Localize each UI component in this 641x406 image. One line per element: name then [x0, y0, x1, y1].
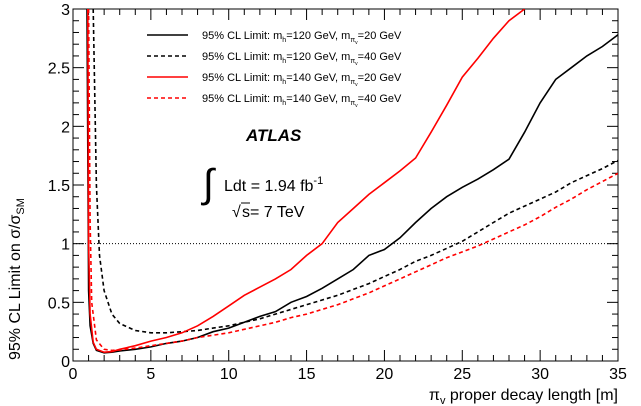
atlas-label: ATLAS [245, 126, 302, 145]
luminosity-label: Ldt = 1.94 fb-1 [224, 175, 323, 195]
legend-label-1: 95% CL Limit: mh=120 GeV, mπv=20 GeV [202, 30, 402, 46]
series-line-1 [86, 9, 618, 354]
legend-label-3: 95% CL Limit: mh=140 GeV, mπv=20 GeV [202, 72, 402, 88]
sqrt-sign: √ [232, 204, 241, 221]
legend-label-2: 95% CL Limit: mh=120 GeV, mπv=40 GeV [202, 51, 402, 67]
x-tick-label: 30 [531, 366, 549, 383]
y-tick-label: 2.5 [48, 61, 70, 78]
limit-curves [86, 9, 618, 354]
y-tick-label: 1.5 [48, 178, 70, 195]
axis-ticks [72, 8, 619, 362]
x-tick-label: 20 [376, 366, 394, 383]
x-tick-label: 15 [298, 366, 316, 383]
x-tick-label: 10 [220, 366, 238, 383]
legend-label-4: 95% CL Limit: mh=140 GeV, mπv=40 GeV [202, 93, 402, 109]
legend: 95% CL Limit: mh=120 GeV, mπv=20 GeV 95% … [147, 30, 402, 109]
x-tick-label: 0 [69, 366, 78, 383]
y-tick-label: 3 [61, 2, 70, 19]
x-tick-label: 5 [146, 366, 155, 383]
energy-label: s= 7 TeV [242, 204, 305, 221]
integral-sign: ∫ [201, 162, 217, 206]
series-line-3 [87, 9, 526, 354]
x-axis-label: πv proper decay length [m] [429, 387, 618, 406]
y-tick-label: 0 [61, 354, 70, 371]
series-line-4 [87, 9, 618, 352]
y-tick-label: 1 [61, 237, 70, 254]
x-tick-label: 25 [453, 366, 471, 383]
y-tick-label: 0.5 [48, 295, 70, 312]
y-axis-label: 95% CL Limit on σ/σSM [7, 198, 27, 360]
series-line-2 [92, 9, 618, 334]
y-tick-label: 2 [61, 119, 70, 136]
tick-labels: 0 5 10 15 20 25 30 35 0 0.5 1 1.5 2 2.5 3 [48, 2, 627, 383]
x-tick-label: 35 [609, 366, 627, 383]
